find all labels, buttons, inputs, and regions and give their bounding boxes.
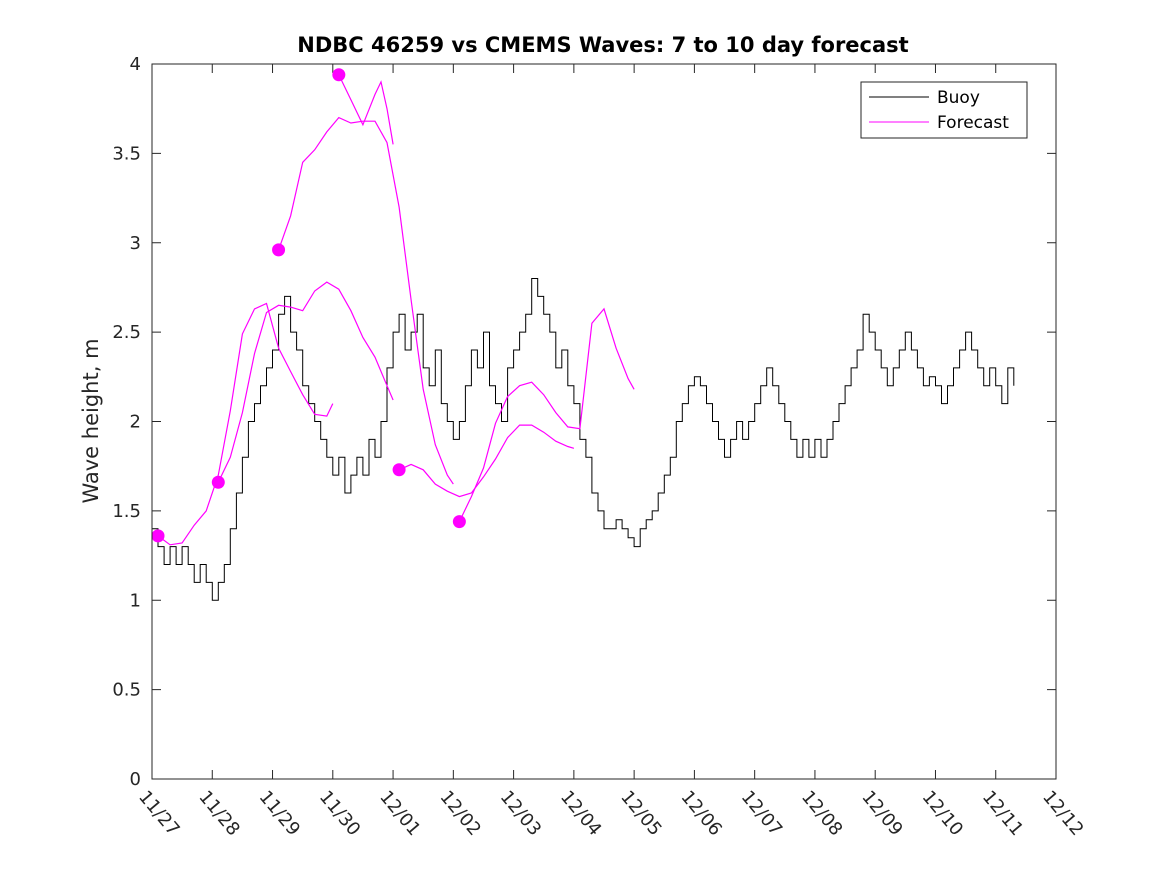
forecast-initial-point xyxy=(151,529,165,543)
y-tick-label: 0 xyxy=(130,769,141,790)
forecast-initial-point xyxy=(452,515,466,529)
legend: Buoy Forecast xyxy=(860,81,1028,139)
legend-entry-buoy: Buoy xyxy=(937,88,980,108)
y-axis-label: Wave height, m xyxy=(79,338,103,503)
forecast-initial-point xyxy=(211,475,225,489)
legend-entry-forecast: Forecast xyxy=(937,113,1009,133)
y-tick-label: 0.5 xyxy=(112,680,141,701)
y-tick-label: 2 xyxy=(130,412,141,433)
axes-box xyxy=(151,63,1057,780)
forecast-run-line-2 xyxy=(217,281,394,483)
chart-title: NDBC 46259 vs CMEMS Waves: 7 to 10 day f… xyxy=(297,33,908,57)
forecast-initial-point xyxy=(392,463,406,477)
forecast-run-line-6 xyxy=(458,307,635,522)
y-tick-label: 3.5 xyxy=(112,143,141,164)
y-tick-label: 3 xyxy=(130,233,141,254)
y-tick-label: 2.5 xyxy=(112,322,141,343)
buoy-series-line xyxy=(152,278,1015,601)
legend-box xyxy=(860,81,1028,139)
forecast-initial-point xyxy=(272,243,286,257)
forecast-initial-point xyxy=(332,68,346,82)
forecast-run-line-3 xyxy=(278,116,454,485)
y-tick-label: 1.5 xyxy=(112,501,141,522)
forecast-run-line-4 xyxy=(338,74,394,145)
y-tick-label: 1 xyxy=(130,590,141,611)
y-tick-label: 4 xyxy=(130,54,141,75)
forecast-run-line-1 xyxy=(157,302,334,546)
forecast-run-line-5 xyxy=(398,424,575,498)
